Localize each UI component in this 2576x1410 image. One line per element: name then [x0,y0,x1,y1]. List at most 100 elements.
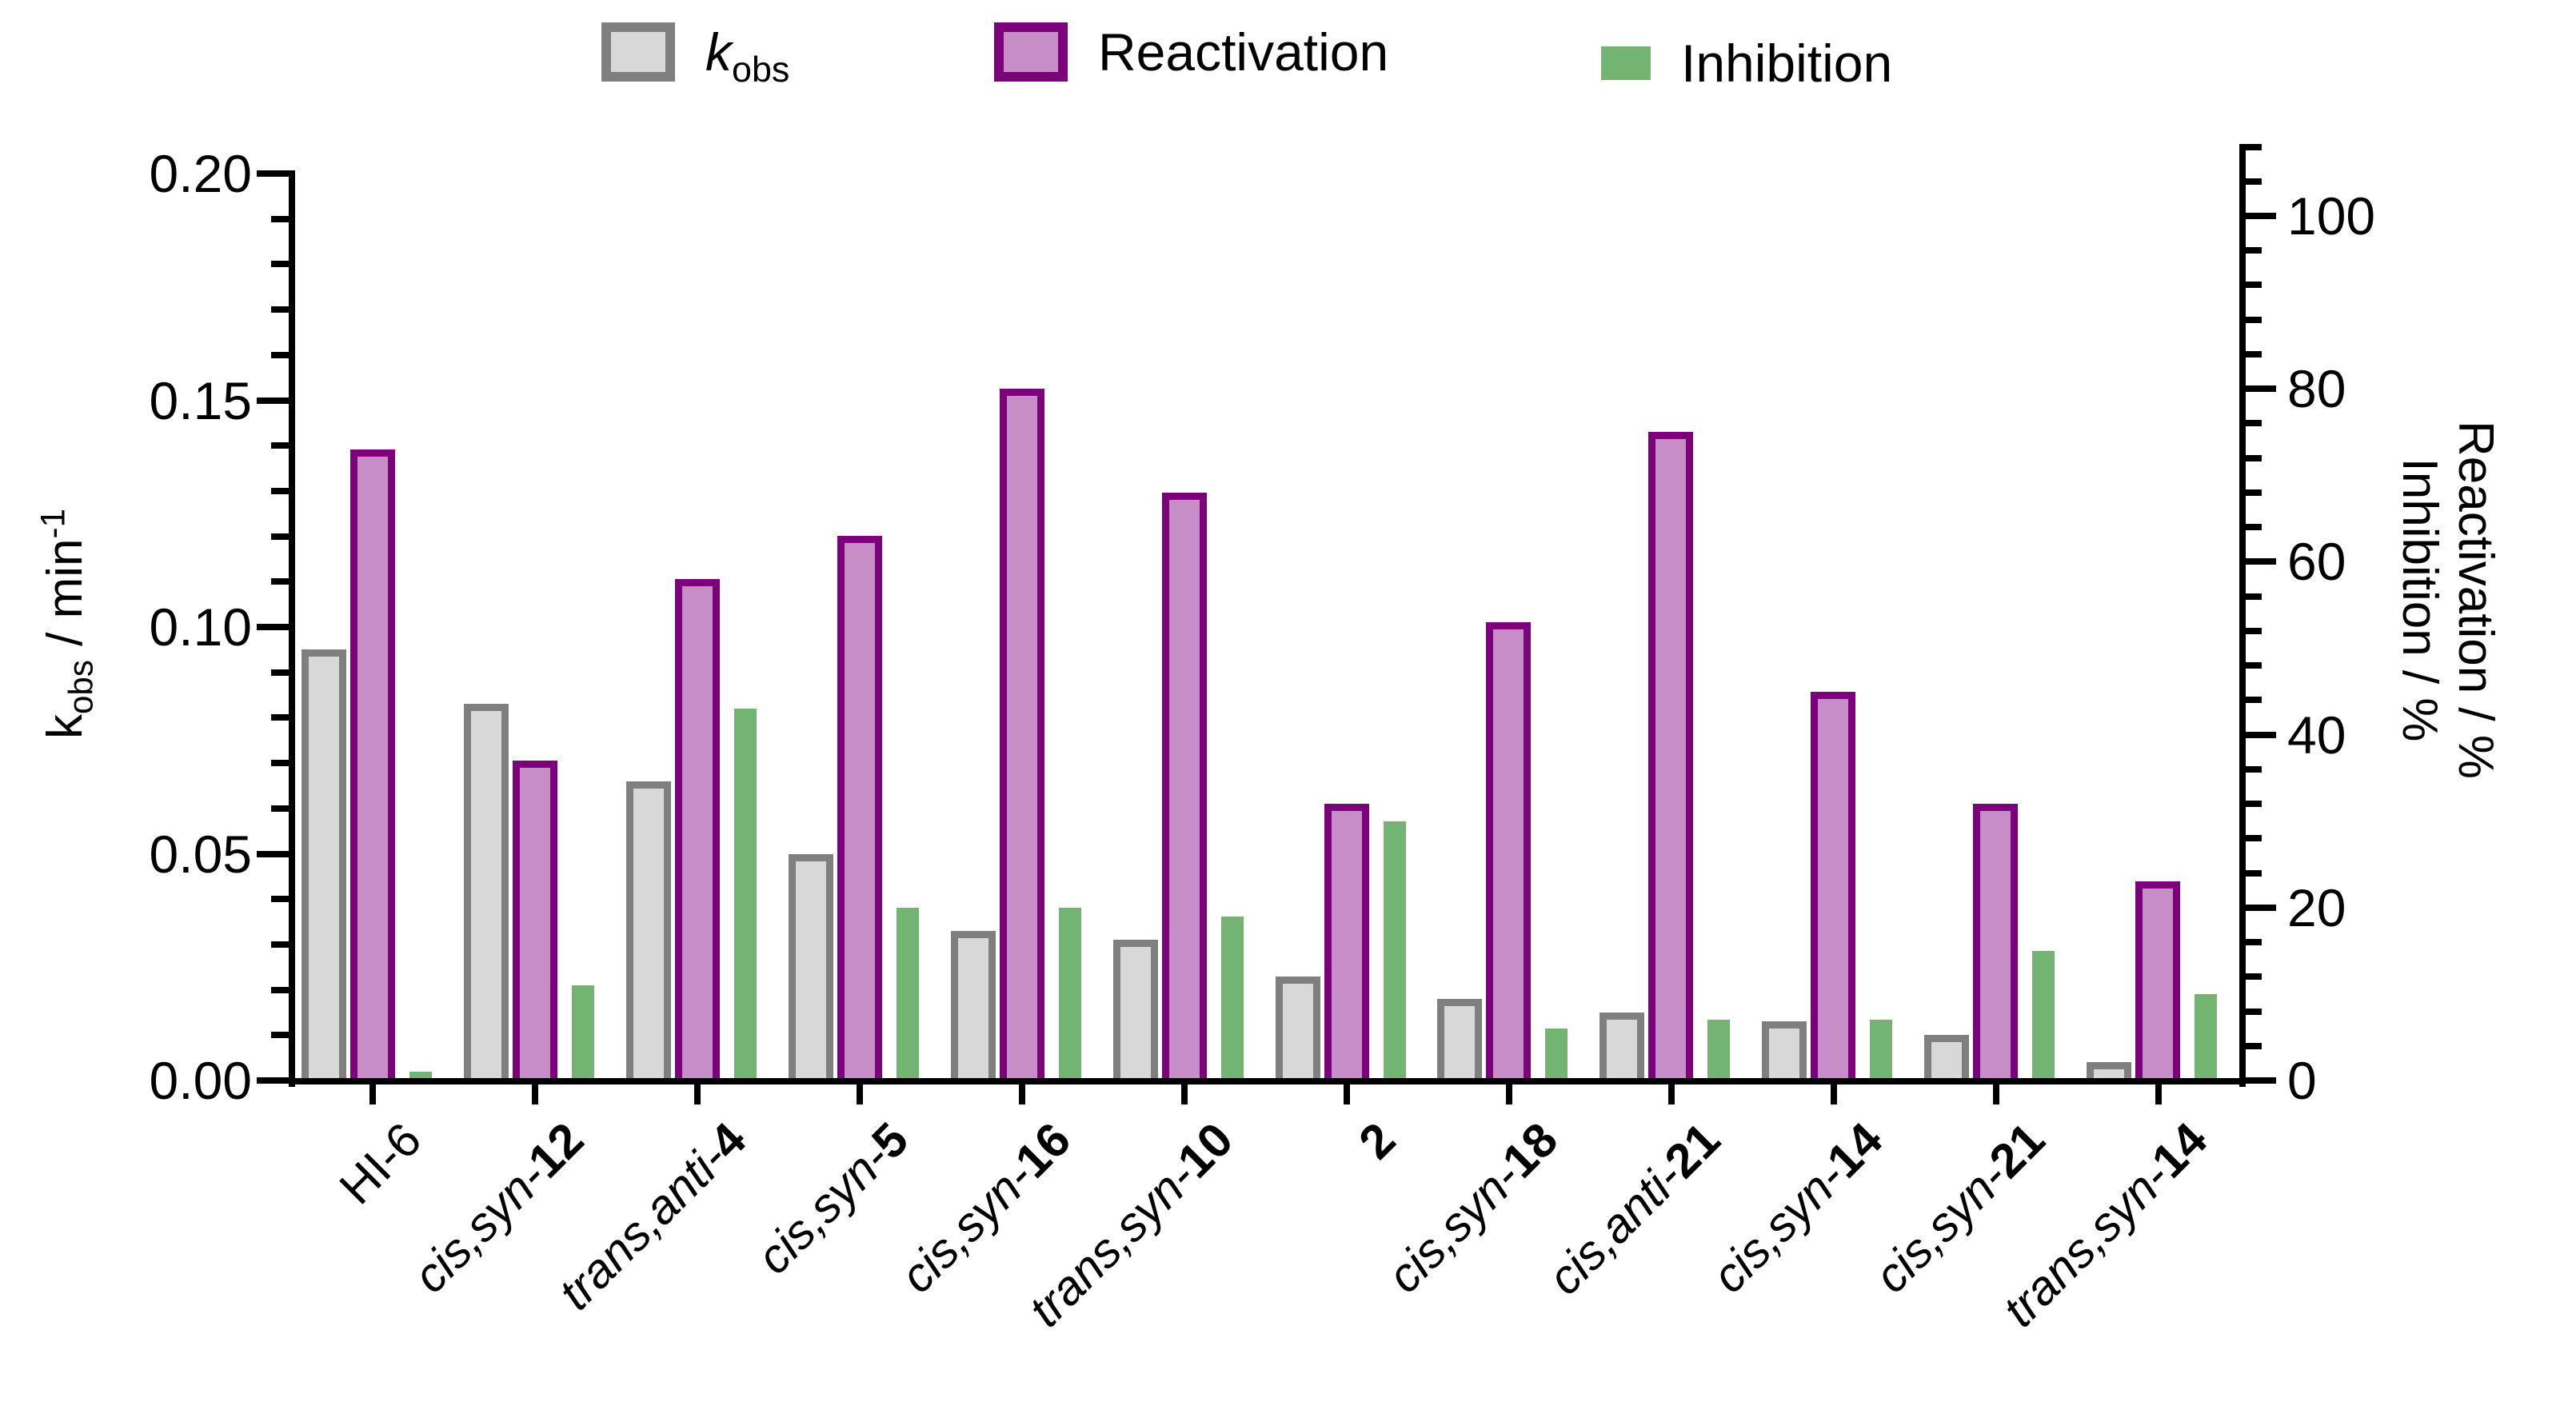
left-minor-tick [271,896,289,903]
bar-reactivation-0 [350,449,395,1083]
left-axis-title-sup: -1 [34,508,72,539]
bar-kobs-2 [625,781,671,1083]
x-label-prefix: cis,anti- [1537,1150,1692,1305]
bar-kobs-6 [1275,976,1320,1083]
x-label-prefix: cis,syn- [890,1150,1044,1304]
x-label-prefix: cis,syn- [1701,1150,1855,1304]
left-minor-tick [271,1032,289,1039]
right-axis-line [2239,144,2246,1087]
bar-kobs-10 [1924,1035,1970,1083]
x-tick [1181,1084,1188,1104]
right-major-tick [2244,731,2276,738]
bar-inhibition-3 [896,907,919,1083]
right-minor-tick [2244,350,2262,357]
bar-kobs-8 [1600,1012,1645,1083]
left-major-tick [257,1077,289,1084]
left-tick-label: 0.15 [149,370,252,430]
left-major-tick [257,850,289,857]
right-minor-tick [2244,835,2262,842]
x-tick [1830,1084,1837,1104]
bar-reactivation-11 [2135,881,2181,1083]
bar-reactivation-6 [1324,804,1369,1083]
right-minor-tick [2244,247,2262,254]
bar-kobs-0 [302,649,346,1083]
left-tick-label: 0.00 [149,1051,252,1110]
left-axis-title-k: k [38,714,93,740]
left-major-tick [257,624,289,630]
right-minor-tick [2244,939,2262,946]
bar-kobs-4 [950,930,996,1083]
right-minor-tick [2244,282,2262,289]
right-minor-tick [2244,973,2262,981]
bar-reactivation-8 [1648,432,1694,1083]
bar-reactivation-9 [1811,691,1856,1083]
bar-inhibition-10 [2032,950,2055,1083]
bar-inhibition-4 [1058,907,1081,1083]
left-axis-title-sub: obs [62,660,100,715]
left-tick-label: 0.05 [149,824,252,884]
left-minor-tick [271,487,289,494]
left-minor-tick [271,306,289,314]
left-minor-tick [271,805,289,812]
x-tick [1019,1084,1026,1104]
bar-inhibition-11 [2195,993,2218,1083]
bar-reactivation-2 [674,579,720,1083]
bar-inhibition-6 [1383,821,1406,1083]
x-label-text: HI-6 [329,1112,432,1215]
right-minor-tick [2244,869,2262,877]
right-minor-tick [2244,662,2262,669]
bar-reactivation-5 [1161,492,1207,1083]
legend-item-inhibition: Inhibition [1601,35,1892,91]
x-tick [1992,1084,1999,1104]
right-minor-tick [2244,593,2262,600]
right-axis-title-line2: Inhibition / % [2392,457,2447,742]
x-tick [2155,1084,2162,1104]
x-label-prefix: cis,syn- [403,1150,557,1304]
x-tick [1343,1084,1350,1104]
legend-item-kobs: kobs [601,22,789,87]
left-minor-tick [271,533,289,540]
right-minor-tick [2244,627,2262,634]
inhibition-swatch [1601,46,1651,80]
right-minor-tick [2244,178,2262,185]
x-label-prefix: cis,syn- [1376,1150,1530,1304]
bar-inhibition-7 [1545,1029,1568,1083]
legend-label-inhibition: Inhibition [1681,34,1893,93]
left-minor-tick [271,986,289,993]
bar-reactivation-4 [999,389,1044,1083]
left-major-tick [257,170,289,177]
bar-inhibition-8 [1707,1020,1731,1083]
left-minor-tick [271,261,289,268]
right-major-tick [2244,904,2276,911]
bar-reactivation-7 [1486,622,1532,1083]
reactivation-swatch [994,22,1068,82]
left-tick-label: 0.10 [149,597,252,657]
right-minor-tick [2244,765,2262,773]
right-major-tick [2244,1077,2276,1084]
bar-kobs-7 [1437,998,1483,1083]
right-tick-label: 60 [2287,532,2346,592]
left-minor-tick [271,941,289,948]
right-minor-tick [2244,316,2262,323]
kobs-swatch [601,22,675,82]
right-minor-tick [2244,489,2262,496]
right-minor-tick [2244,1042,2262,1049]
left-minor-tick [271,215,289,222]
right-major-tick [2244,213,2276,219]
right-minor-tick [2244,1008,2262,1015]
bar-kobs-3 [788,853,833,1083]
left-minor-tick [271,760,289,767]
x-tick [532,1084,539,1104]
bar-inhibition-2 [733,709,757,1083]
right-minor-tick [2244,697,2262,704]
left-minor-tick [271,442,289,449]
right-axis-title-line1: Reactivation / % [2448,421,2503,779]
bar-inhibition-9 [1870,1020,1893,1083]
right-minor-tick [2244,454,2262,461]
x-tick [369,1084,377,1104]
kobs-symbol: k [705,22,732,82]
left-tick-label: 0.20 [149,144,252,203]
right-axis-title: Reactivation / % Inhibition / % [2391,421,2503,779]
x-tick [1505,1084,1512,1104]
